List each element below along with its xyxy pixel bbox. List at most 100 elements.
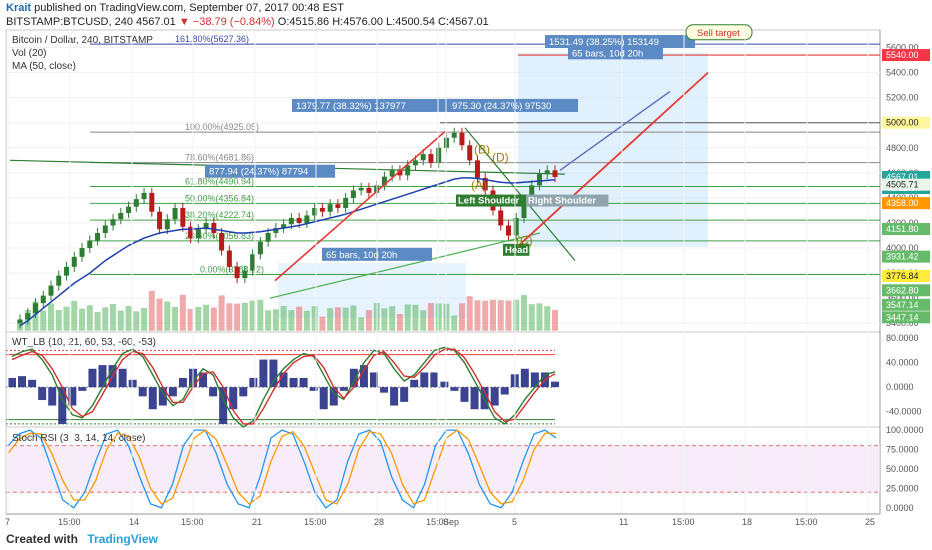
candle — [405, 165, 411, 176]
x-tick-label: 15:00 — [58, 517, 81, 527]
wt-histogram-bar — [58, 387, 67, 424]
wt-title: WT_LB (10, 21, 60, 53, -60, -53) — [12, 337, 156, 348]
candle — [265, 233, 271, 242]
candle — [273, 227, 279, 234]
candle — [102, 225, 108, 234]
y-tick-label: 5600.00 — [886, 43, 919, 53]
wt-histogram-bar — [370, 372, 378, 388]
candle — [157, 211, 163, 230]
candle — [428, 154, 434, 163]
candle — [319, 207, 325, 212]
author-name[interactable]: Krait — [6, 2, 32, 14]
candle — [513, 217, 519, 236]
volume-bar — [234, 303, 241, 331]
wt-histogram-bar — [158, 387, 167, 406]
price-tag — [882, 223, 930, 236]
candle — [87, 240, 93, 249]
volume-bar — [451, 315, 458, 331]
wt-histogram-bar — [229, 387, 238, 410]
ohlc-values: O:4515.86 H:4576.00 L:4500.54 C:4567.01 — [277, 16, 489, 28]
wt-histogram-bar — [309, 387, 318, 391]
price-tag-label: 4151.80 — [886, 224, 919, 234]
candle — [412, 160, 418, 166]
wt-histogram-bar — [380, 387, 389, 393]
x-tick-label: 15:00 — [181, 517, 204, 527]
volume-bar — [311, 306, 318, 331]
pattern-tag — [526, 194, 609, 207]
wt-tick-label: 40.0000 — [886, 358, 919, 368]
stoch-tick-label: 0.0000 — [886, 503, 914, 513]
volume-bar — [505, 300, 512, 331]
candle — [133, 199, 139, 207]
wt-histogram-bar — [28, 379, 37, 388]
candle — [149, 192, 155, 212]
wt-histogram-bar — [289, 377, 298, 388]
volume-bar — [102, 307, 109, 331]
measure-label: 1379.77 (38.32%) 137977 — [296, 101, 406, 112]
candle — [459, 132, 465, 146]
volume-bar — [187, 308, 194, 331]
measure-box — [278, 263, 466, 319]
ma-title: MA (50, close) — [12, 61, 76, 72]
wt-histogram-bar — [128, 379, 137, 388]
publish-line: Krait published on TradingView.com, Sept… — [6, 2, 344, 14]
y-tick-label: 4800.00 — [886, 143, 919, 153]
wt-histogram-bar — [68, 387, 77, 406]
volume-bar — [350, 305, 357, 331]
price-tag — [882, 270, 930, 283]
measure-label: 65 bars, 10d 20h — [572, 48, 643, 59]
measure-tag — [568, 46, 663, 60]
candle — [296, 217, 302, 223]
measure-tag — [545, 35, 695, 49]
wt-histogram-bar — [500, 387, 509, 395]
wt-tick-label: 0.0000 — [886, 382, 914, 392]
price-tag — [882, 178, 930, 191]
candle — [343, 197, 349, 208]
pattern-tag — [456, 194, 533, 207]
volume-bar — [210, 307, 217, 331]
x-tick-label: 15:00 — [426, 517, 449, 527]
volume-bar — [296, 306, 303, 331]
candle — [529, 185, 535, 201]
y-tick-label: 3600.00 — [886, 293, 919, 303]
wt-histogram-bar — [339, 387, 348, 391]
price-tag-label: 3931.42 — [886, 252, 919, 262]
last-price: 4567.01 — [136, 16, 176, 28]
wt-histogram-bar — [299, 377, 308, 388]
measure-label: 975.30 (24.37%) 97530 — [452, 101, 551, 112]
price-title: Bitcoin / Dollar, 240, BITSTAMP — [12, 35, 153, 46]
measure-tag — [205, 164, 335, 178]
volume-bar — [280, 305, 287, 331]
candle — [234, 266, 240, 279]
volume-bar — [466, 296, 473, 331]
wt-histogram-bar — [138, 387, 147, 397]
volume-bar — [257, 299, 264, 331]
created-with-text: Created with — [6, 532, 79, 546]
measure-label: 877.94 (24.37%) 87794 — [209, 167, 308, 178]
candle — [95, 233, 101, 241]
volume-bar — [218, 295, 225, 331]
wt-histogram-bar — [78, 387, 87, 391]
y-tick-label: 5400.00 — [886, 68, 919, 78]
volume-bar — [358, 317, 365, 331]
x-tick-label: 15:00 — [795, 517, 818, 527]
candle — [40, 295, 46, 304]
candle — [188, 226, 194, 239]
candle — [358, 187, 364, 191]
volume-bar — [71, 300, 78, 331]
volume-bar — [528, 304, 535, 331]
wave-label-c: (C) — [516, 233, 533, 247]
stoch-d-line — [7, 429, 556, 505]
tradingview-logo[interactable]: TradingView — [87, 532, 158, 546]
volume-bar — [226, 303, 233, 331]
candle — [110, 219, 116, 226]
candle — [172, 207, 178, 220]
measure-tag — [448, 98, 578, 112]
price-tag — [882, 49, 930, 62]
symbol-line: BITSTAMP:BTCUSD, 240 4567.01 ▼ −38.79 (−… — [6, 16, 489, 28]
wt-histogram-bar — [319, 387, 328, 410]
volume-bar — [327, 308, 334, 331]
pattern-label: Left Shoulder — [458, 196, 520, 207]
fib-level-label: 100.00%(4925.05) — [185, 122, 259, 132]
